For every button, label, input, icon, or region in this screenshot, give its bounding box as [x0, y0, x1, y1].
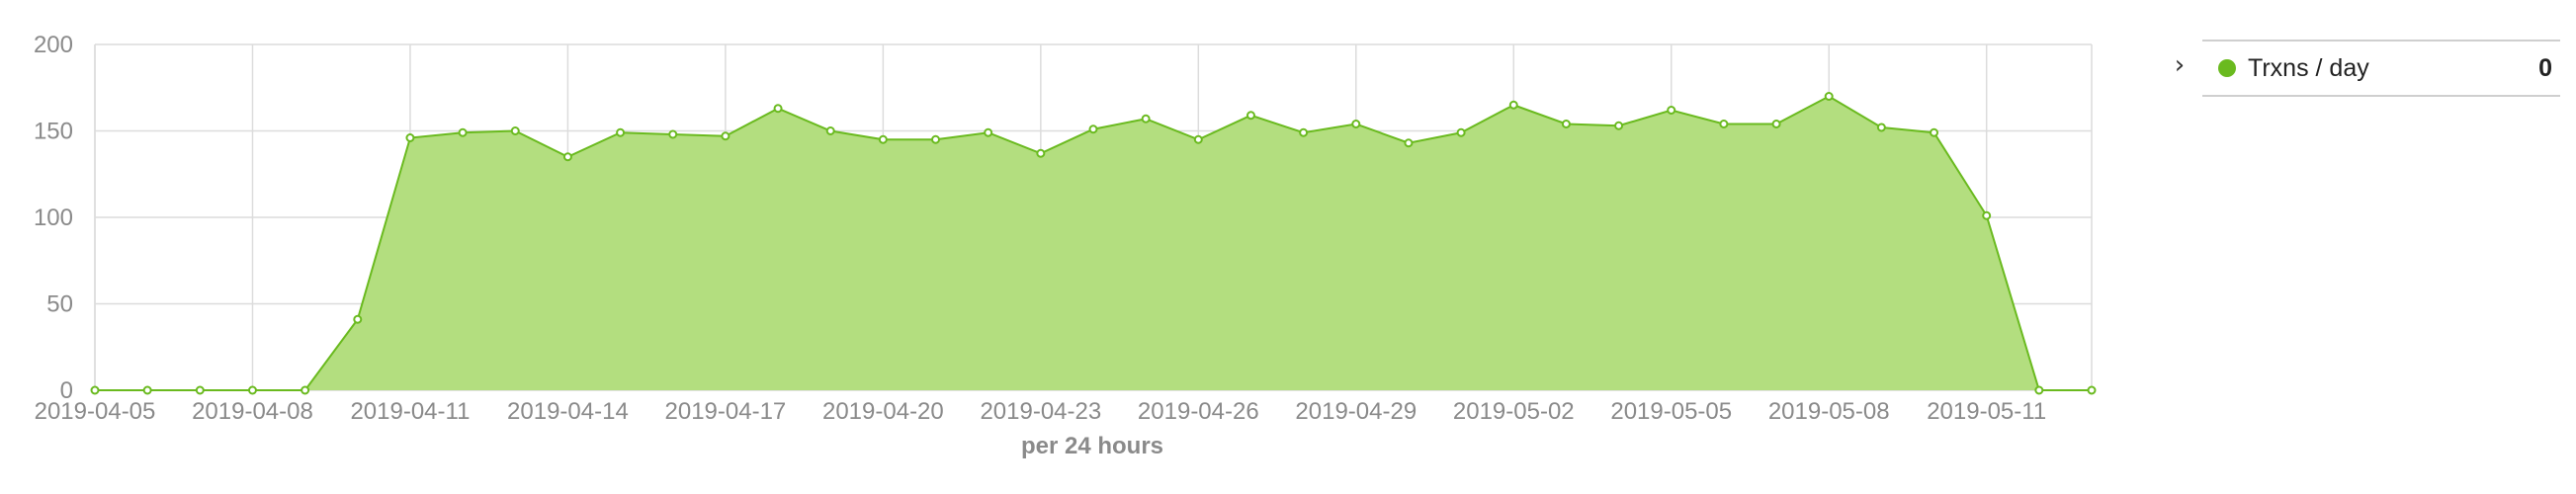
y-tick-label: 50 [46, 291, 73, 318]
data-point[interactable] [1719, 120, 1729, 128]
data-point[interactable] [616, 127, 626, 137]
data-point[interactable] [405, 133, 415, 142]
data-point[interactable] [1141, 114, 1151, 124]
legend-series-value: 0 [2538, 53, 2552, 82]
y-tick-label: 0 [60, 377, 73, 404]
data-point[interactable] [1561, 120, 1571, 128]
data-point[interactable] [247, 385, 257, 395]
x-tick-label: 2019-04-17 [665, 398, 787, 425]
data-point[interactable] [773, 104, 783, 114]
x-axis-labels: 2019-04-05 2019-04-08 2019-04-11 2019-04-14… [35, 398, 2047, 425]
data-point[interactable] [458, 127, 468, 137]
data-point[interactable] [562, 152, 572, 162]
data-point[interactable] [1299, 127, 1309, 137]
data-point[interactable] [984, 127, 993, 137]
data-point[interactable] [1771, 120, 1781, 128]
data-point[interactable] [1193, 134, 1203, 144]
x-tick-label: 2019-05-08 [1768, 398, 1890, 425]
x-tick-label: 2019-04-14 [507, 398, 629, 425]
x-tick-label: 2019-04-11 [350, 398, 470, 425]
data-point[interactable] [195, 385, 205, 395]
data-point[interactable] [1088, 124, 1098, 134]
data-point[interactable] [1036, 148, 1046, 158]
x-tick-label: 2019-04-29 [1295, 398, 1417, 425]
x-tick-label: 2019-04-08 [192, 398, 313, 425]
data-point[interactable] [1456, 127, 1466, 137]
x-tick-label: 2019-04-05 [35, 398, 156, 425]
y-tick-label: 150 [34, 119, 73, 145]
x-tick-label: 2019-04-26 [1138, 398, 1259, 425]
y-tick-label: 100 [34, 205, 73, 231]
data-point[interactable] [1667, 106, 1676, 115]
data-point[interactable] [1404, 138, 1414, 148]
x-axis-title: per 24 hours [1021, 433, 1163, 459]
x-tick-label: 2019-05-05 [1610, 398, 1732, 425]
series-area-layer [95, 95, 2092, 391]
data-point[interactable] [931, 134, 941, 144]
data-point[interactable] [90, 385, 100, 395]
data-point[interactable] [510, 126, 520, 135]
data-point[interactable] [668, 129, 678, 139]
y-axis-labels: 0 50 100 150 200 [34, 32, 73, 404]
x-tick-label: 2019-05-02 [1453, 398, 1575, 425]
data-point[interactable] [353, 314, 363, 324]
data-point[interactable] [1245, 111, 1255, 121]
x-tick-label: 2019-04-23 [980, 398, 1101, 425]
data-point[interactable] [825, 126, 835, 135]
data-point[interactable] [1876, 123, 1886, 132]
data-point[interactable] [1982, 210, 1992, 220]
legend-series-label: Trxns / day [2248, 53, 2369, 82]
data-point[interactable] [1351, 120, 1361, 128]
chevron-right-icon[interactable]: › [2174, 50, 2186, 80]
data-point[interactable] [721, 131, 730, 141]
data-point[interactable] [878, 134, 888, 144]
data-point[interactable] [142, 385, 152, 395]
data-point[interactable] [1508, 100, 1518, 110]
data-point[interactable] [1614, 121, 1624, 130]
data-point[interactable] [2034, 385, 2044, 395]
data-point[interactable] [2087, 385, 2097, 395]
x-tick-label: 2019-05-11 [1927, 398, 2046, 425]
series-color-dot [2218, 59, 2236, 77]
series-area-fill [95, 96, 2092, 390]
series-points-layer [90, 92, 2097, 395]
data-point[interactable] [1824, 92, 1834, 101]
data-point[interactable] [301, 385, 310, 395]
x-tick-label: 2019-04-20 [822, 398, 944, 425]
legend: › Trxns / day 0 [2165, 40, 2560, 97]
data-point[interactable] [1930, 127, 1939, 137]
legend-item[interactable]: Trxns / day 0 [2202, 40, 2560, 97]
y-tick-label: 200 [34, 32, 73, 58]
